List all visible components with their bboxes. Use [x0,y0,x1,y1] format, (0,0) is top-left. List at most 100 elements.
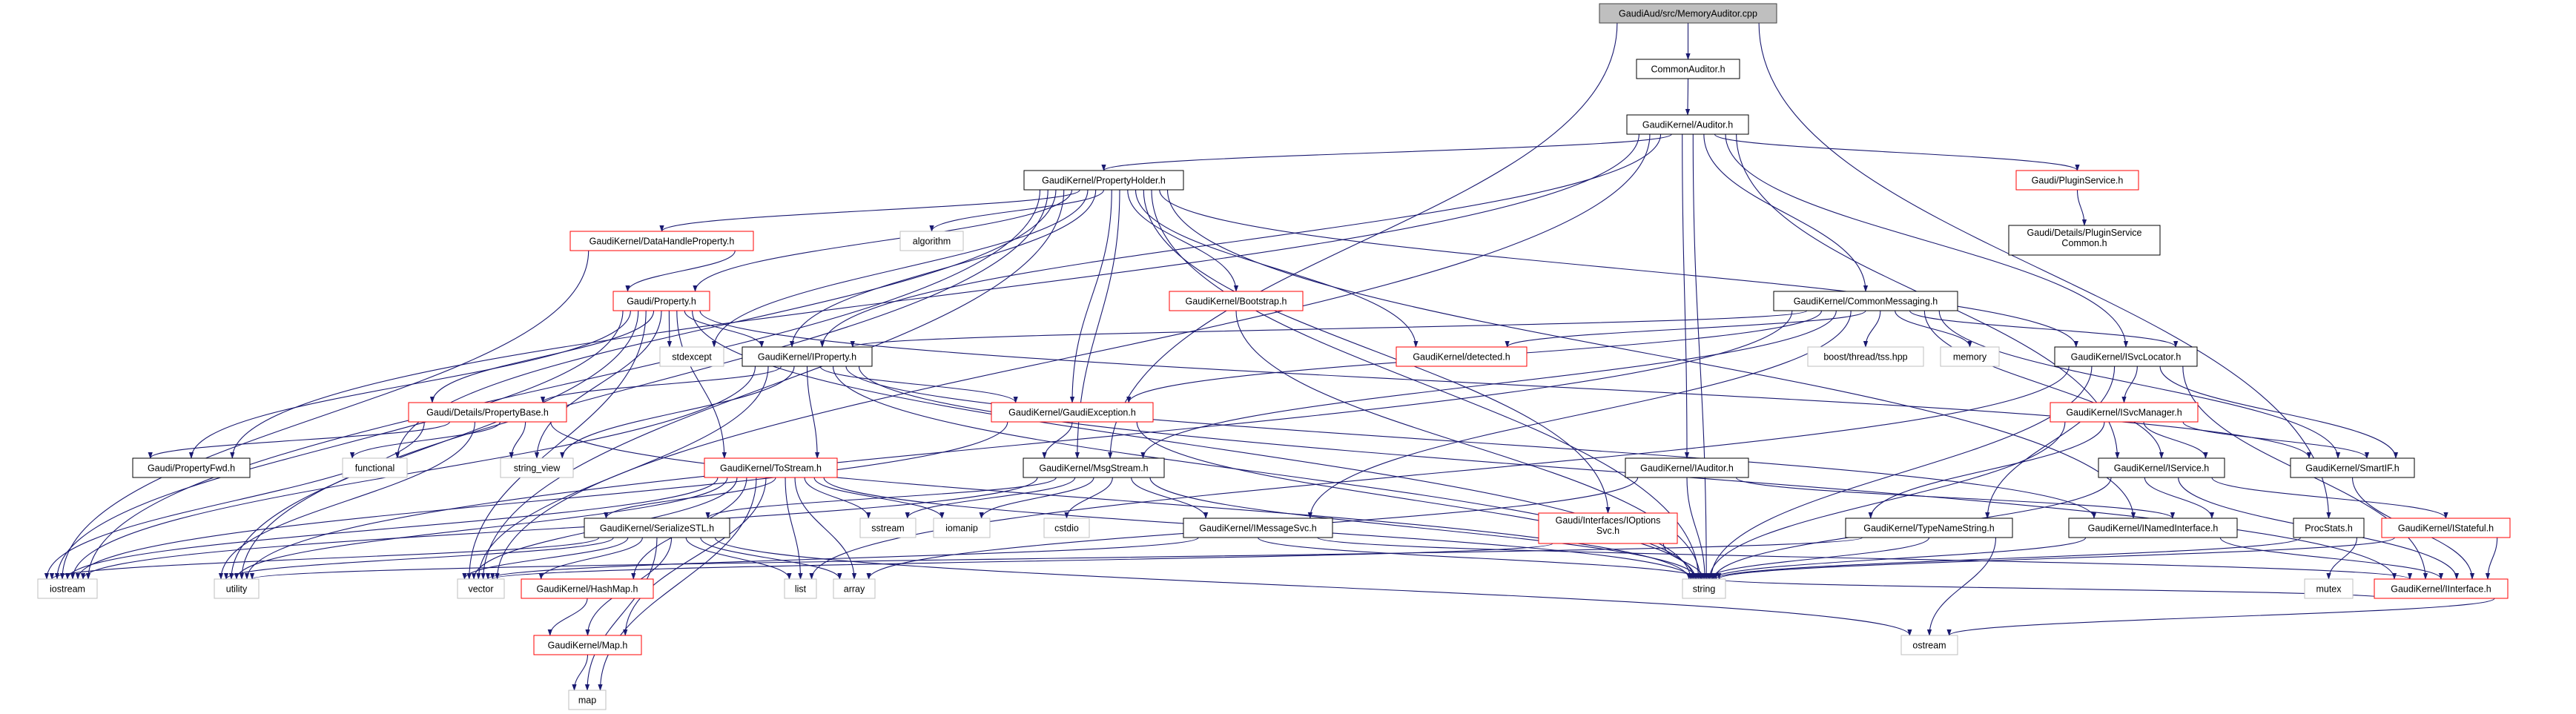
edge-isvclocator-to-smartif [2159,366,2399,459]
edge-propertyholder-to-stdexcept [711,189,1089,348]
edge-isvcmanager-to-smartif [2182,421,2370,459]
node-label: GaudiKernel/IInterface.h [2391,584,2491,595]
node-auditor[interactable]: GaudiKernel/Auditor.h [1626,114,1749,135]
node-utility: utility [214,578,260,599]
edge-property-to-iostream [54,310,624,580]
node-box [784,578,817,599]
node-commonmessaging[interactable]: GaudiKernel/CommonMessaging.h [1773,291,1958,311]
node-string: string [1682,578,1726,599]
node-box [1682,578,1726,599]
node-label: GaudiKernel/CommonMessaging.h [1794,297,1938,307]
edge-iproperty-to-iostream [70,366,756,580]
node-procstats[interactable]: ProcStats.h [2293,518,2365,538]
edge-msgstream-to-iomanip [979,477,1094,519]
node-label: vector [468,584,493,595]
node-label: GaudiKernel/SmartIF.h [2305,463,2399,474]
node-label: CommonAuditor.h [1651,65,1725,75]
node-msgstream[interactable]: GaudiKernel/MsgStream.h [1023,457,1165,478]
edge-propertyholder-to-isvclocator [1159,189,2078,348]
node-label: string [1693,584,1716,595]
node-box [569,231,754,251]
node-propertyholder[interactable]: GaudiKernel/PropertyHolder.h [1023,170,1184,191]
node-propertyfwd[interactable]: Gaudi/PropertyFwd.h [132,457,251,478]
node-label: cstdio [1054,523,1079,534]
node-iservice[interactable]: GaudiKernel/IService.h [2098,457,2225,478]
node-serializestl[interactable]: GaudiKernel/SerializeSTL.h [584,518,730,538]
node-label: stdexcept [672,352,712,363]
node-gaudiexception[interactable]: GaudiKernel/GaudiException.h [991,402,1154,423]
node-box [2290,457,2415,478]
edge-imessagesvc-to-iinterface [1317,537,2412,580]
node-istateful[interactable]: GaudiKernel/IStateful.h [2381,518,2511,538]
node-sstream: sstream [859,518,917,538]
edge-serializestl-to-vector [462,537,629,580]
node-map_h[interactable]: GaudiKernel/Map.h [533,635,642,655]
edge-serializestl-to-iostream [50,537,600,580]
node-box [612,291,710,311]
node-pluginservice[interactable]: Gaudi/PluginService.h [2015,170,2139,191]
edge-iauditor-to-string [1686,477,1708,580]
edge-imessagesvc-to-vector [486,537,1199,580]
node-iinterface[interactable]: GaudiKernel/IInterface.h [2374,578,2509,599]
node-propertybase[interactable]: Gaudi/Details/PropertyBase.h [408,402,567,423]
edge-root-to-msgstream [1108,22,1618,459]
node-box [1538,512,1678,544]
edge-gaudiexception-to-msgstream [1042,421,1073,459]
node-iostream: iostream [37,578,98,599]
node-detected[interactable]: GaudiKernel/detected.h [1396,346,1528,367]
node-string_view: string_view [500,457,574,478]
node-label: GaudiKernel/IProperty.h [758,352,856,363]
edge-map_h-to-map [572,654,589,691]
edge-propertyholder-to-utility [239,189,1048,580]
node-box [2374,578,2509,599]
edge-auditor-to-isvclocator [1725,133,2129,348]
edge-auditor-to-pluginservice [1714,133,2080,171]
node-isvcmanager[interactable]: GaudiKernel/ISvcManager.h [2050,402,2199,423]
node-label: GaudiKernel/ISvcManager.h [2066,408,2182,418]
node-label: map [578,695,596,706]
edge-iproperty-to-string_view [560,366,795,459]
edge-commonmessaging-to-memory [1895,310,1972,348]
edge-root-to-procstats [1758,22,2331,519]
node-datahandle[interactable]: GaudiKernel/DataHandleProperty.h [569,231,754,251]
edge-ioptionssvc-to-string [1662,543,1706,580]
node-label: Gaudi/PropertyFwd.h [148,463,235,474]
node-box [2015,170,2139,191]
node-label: Gaudi/Details/PluginService [2027,228,2142,238]
node-smartif[interactable]: GaudiKernel/SmartIF.h [2290,457,2415,478]
node-box [521,578,654,599]
node-tostream[interactable]: GaudiKernel/ToStream.h [704,457,838,478]
node-iproperty[interactable]: GaudiKernel/IProperty.h [742,346,873,367]
edge-propertybase-to-utility [218,421,476,580]
node-inamedinterface[interactable]: GaudiKernel/INamedInterface.h [2068,518,2238,538]
node-isvclocator[interactable]: GaudiKernel/ISvcLocator.h [2054,346,2198,367]
edge-istateful-to-string [1717,537,2395,580]
node-box [742,346,873,367]
edge-isvclocator-to-isvcmanager [2121,366,2138,403]
node-commonauditor[interactable]: CommonAuditor.h [1636,59,1740,79]
edge-isvcmanager-to-iservice [2143,421,2208,459]
node-label: algorithm [913,237,951,247]
node-box [1845,518,2013,538]
node-label: Common.h [2061,238,2107,248]
node-imessagesvc[interactable]: GaudiKernel/IMessageSvc.h [1183,518,1333,538]
edge-msgstream-to-iostream [81,477,1038,580]
edge-propertyholder-to-detected [1135,189,1419,348]
node-label: Gaudi/Interfaces/IOptions [1556,515,1661,526]
edge-propertyholder-to-inamedinterface [1166,189,2136,519]
node-typenamestring[interactable]: GaudiKernel/TypeNameString.h [1845,518,2013,538]
node-box [568,690,607,710]
edge-msgstream-to-sstream [905,477,1076,519]
node-hashmap[interactable]: GaudiKernel/HashMap.h [521,578,654,599]
edge-gaudiexception-to-iostream [75,421,1008,580]
node-box [2008,225,2161,256]
edge-msgstream-to-imessagesvc [1131,477,1209,519]
node-bootstrap[interactable]: GaudiKernel/Bootstrap.h [1169,291,1304,311]
node-iauditor[interactable]: GaudiKernel/IAuditor.h [1625,457,1749,478]
edge-iproperty-to-inamedinterface [845,366,2097,519]
node-box [2293,518,2365,538]
edge-hashmap-to-map_h [547,598,588,636]
node-property[interactable]: Gaudi/Property.h [612,291,710,311]
